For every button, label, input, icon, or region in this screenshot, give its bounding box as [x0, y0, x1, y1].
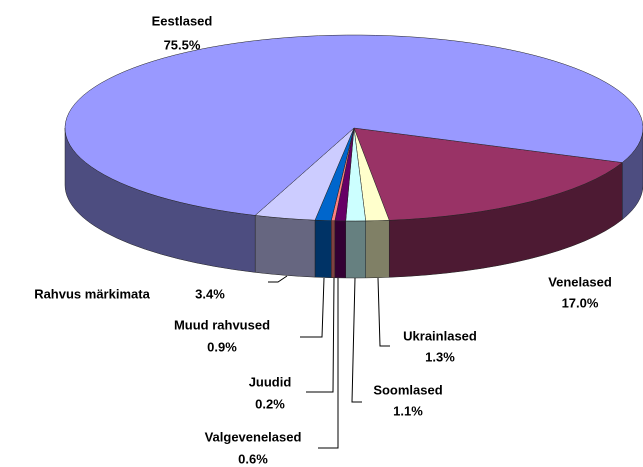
value-label: 17.0% — [562, 295, 599, 310]
slice-side — [334, 220, 346, 279]
slice-side — [345, 220, 366, 279]
slice-side — [365, 220, 390, 279]
slice-side — [314, 219, 332, 278]
slice-label: Eestlased — [152, 13, 213, 28]
slice — [64, 34, 643, 216]
leader-line — [318, 278, 339, 449]
slice — [353, 127, 623, 221]
leader-line — [306, 277, 335, 393]
slice-label: Muud rahvused — [174, 317, 270, 332]
slice-label: Soomlased — [373, 382, 442, 397]
slice-side — [254, 215, 316, 278]
value-label: 0.6% — [238, 451, 268, 466]
slice-label: Juudid — [249, 374, 292, 389]
leader-line — [300, 277, 325, 338]
value-label: 0.9% — [207, 339, 237, 354]
leader-line — [377, 277, 390, 347]
leader-line — [351, 277, 362, 403]
slice-label: Valgevenelased — [205, 429, 302, 444]
value-label: 1.3% — [425, 349, 455, 364]
value-label: 1.1% — [393, 403, 423, 418]
slice-label: Venelased — [548, 274, 612, 289]
leader-line — [268, 275, 288, 283]
slice-side — [330, 220, 336, 279]
slice-label: Ukrainlased — [403, 328, 477, 343]
value-label: 0.2% — [255, 396, 285, 411]
slice-label: Rahvus märkimata — [34, 286, 150, 301]
value-label: 75.5% — [164, 37, 201, 52]
value-label: 3.4% — [195, 286, 225, 301]
